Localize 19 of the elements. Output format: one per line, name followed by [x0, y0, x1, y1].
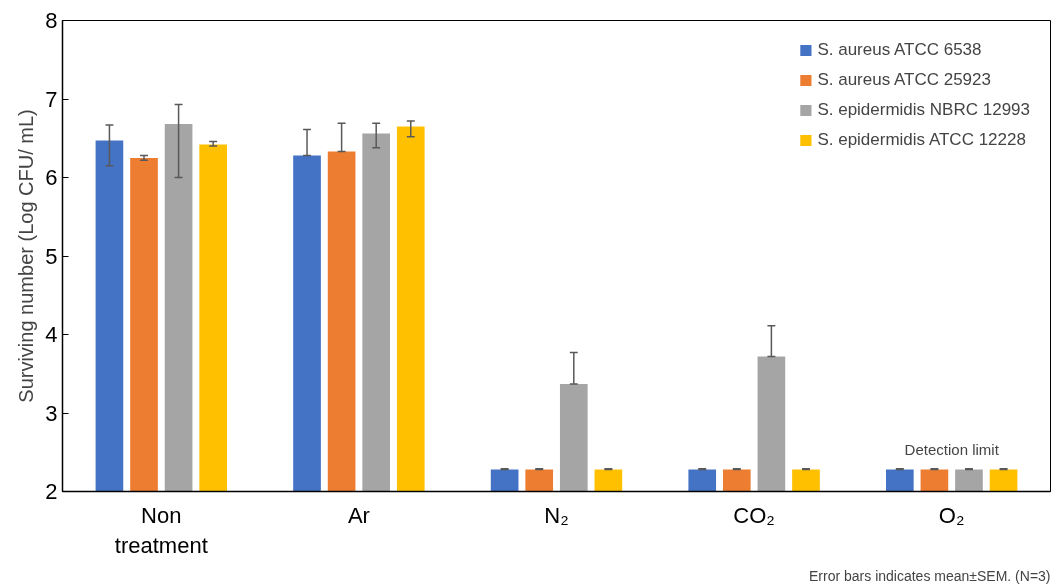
text: Error bars indicates mean±SEM. (N=3)	[809, 567, 1051, 584]
legend-label: S. epidermidis NBRC 12993	[817, 100, 1030, 120]
y-tick-label: 7	[45, 86, 58, 112]
legend-label: S. epidermidis ATCC 12228	[817, 130, 1026, 150]
y-tick-label: 2	[45, 479, 58, 504]
legend-label: S. aureus ATCC 6538	[817, 40, 982, 60]
y-tick-label: 4	[45, 322, 58, 347]
y-axis-title: Surviving number (Log CFU/ mL)	[15, 109, 38, 403]
x-tick-label: CO₂	[733, 502, 775, 528]
x-tick-label: Ar	[347, 502, 370, 528]
y-tick-label: 8	[45, 8, 58, 33]
x-tick-label: N₂	[544, 502, 569, 528]
x-tick-label: Non treatment	[114, 502, 208, 558]
legend-label: S. aureus ATCC 25923	[817, 70, 991, 90]
annotation: Detection limit	[904, 440, 1000, 458]
y-tick-label: 6	[45, 165, 58, 190]
y-tick-label: 5	[45, 243, 58, 269]
x-tick-label: O₂	[938, 502, 965, 528]
y-tick-label: 3	[45, 400, 58, 426]
